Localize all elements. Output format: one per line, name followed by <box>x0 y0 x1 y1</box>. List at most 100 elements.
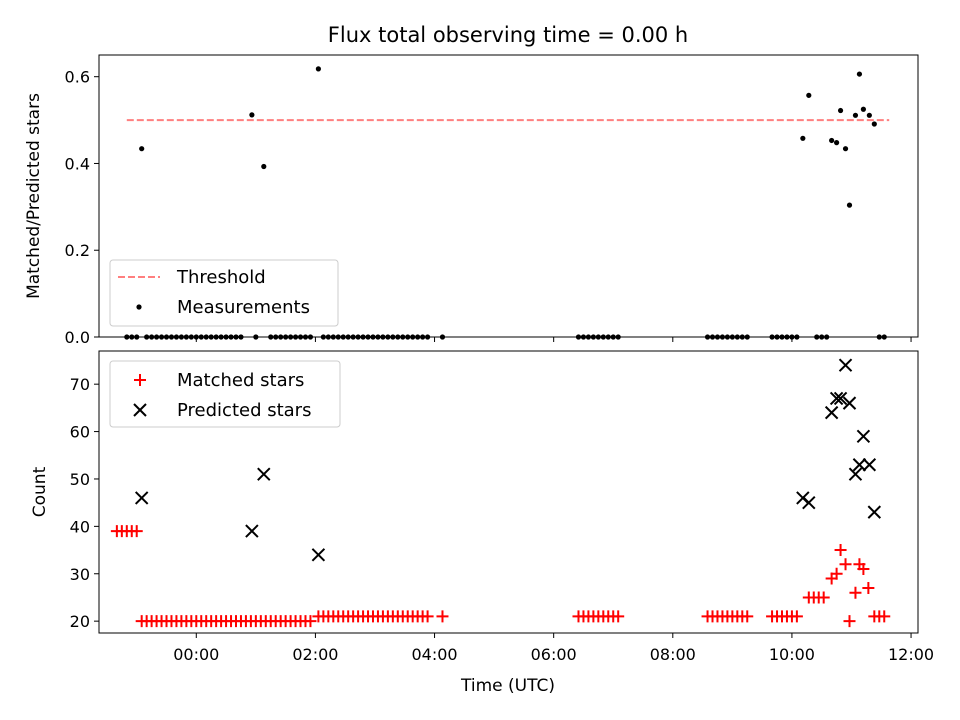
measurement-point <box>203 334 209 340</box>
measurement-point <box>395 334 401 340</box>
measurement-point <box>833 140 840 146</box>
bottom-series-predicted-stars <box>134 358 882 562</box>
measurement-point <box>183 334 189 340</box>
predicted-star-point <box>802 495 816 510</box>
measurement-point <box>605 334 611 340</box>
measurement-point <box>410 334 416 340</box>
measurement-point <box>228 334 234 340</box>
measurement-point <box>188 334 194 340</box>
measurement-point <box>734 334 740 340</box>
predicted-star-point <box>134 491 149 505</box>
measurement-point <box>420 334 426 340</box>
measurement-point <box>208 334 214 340</box>
measurement-point <box>315 66 321 72</box>
measurement-point <box>789 334 795 340</box>
matched-star-point <box>790 610 803 623</box>
bottom-legend-box <box>109 360 341 428</box>
measurement-point <box>590 334 596 340</box>
measurement-point <box>769 334 775 340</box>
top-y-tick-label: 0.2 <box>65 241 90 260</box>
measurement-point <box>709 334 716 340</box>
measurement-point <box>178 334 184 340</box>
measurements-legend-swatch <box>136 304 142 310</box>
measurement-point <box>814 334 820 340</box>
measurement-point <box>268 334 274 340</box>
measurement-point <box>424 334 431 340</box>
predicted-legend-label: Predicted stars <box>177 400 311 421</box>
measurement-point <box>400 334 406 340</box>
measurement-point <box>724 334 730 340</box>
top-y-tick-label: 0.0 <box>65 328 90 347</box>
measurement-point <box>325 334 331 340</box>
measurement-point <box>253 334 259 340</box>
x-tick-label: 06:00 <box>531 645 577 664</box>
top-legend: Threshold Measurements <box>109 259 339 327</box>
measurement-point <box>261 163 267 170</box>
measurement-point <box>283 334 289 340</box>
matched-star-point <box>436 610 449 623</box>
measurement-point <box>292 334 299 340</box>
measurement-point <box>355 334 361 340</box>
measurement-point <box>249 112 255 118</box>
matched-star-point <box>741 610 754 623</box>
measurement-point <box>729 334 735 340</box>
measurement-point <box>610 334 616 340</box>
matched-star-point <box>857 563 870 576</box>
bottom-panel: 00:00 02:00 04:00 06:00 08:00 10:00 12:00 20 30 4… <box>70 350 934 664</box>
measurement-point <box>615 334 621 340</box>
top-y-tick-label: 0.4 <box>65 154 90 173</box>
measurement-point <box>774 334 780 340</box>
matched-star-point <box>834 544 847 557</box>
measurement-point <box>575 334 582 340</box>
measurement-point <box>238 334 244 340</box>
measurement-point <box>134 334 140 340</box>
predicted-legend-swatch <box>133 403 147 417</box>
matched-star-point <box>817 591 830 604</box>
matched-star-point <box>862 581 875 594</box>
measurement-point <box>860 106 867 112</box>
matched-legend-label: Matched stars <box>177 370 304 391</box>
x-tick-label: 12:00 <box>888 645 934 664</box>
bottom-plot-frame <box>98 350 919 634</box>
x-tick-label: 00:00 <box>173 645 219 664</box>
top-y-tick-label: 0.6 <box>65 68 90 87</box>
measurements-legend-label: Measurements <box>177 297 310 318</box>
measurement-point <box>233 334 239 340</box>
chart-title: Flux total observing time = 0.00 h <box>328 23 688 47</box>
predicted-star-point <box>245 524 259 538</box>
measurement-point <box>415 334 421 340</box>
measurement-point <box>340 334 346 340</box>
measurement-point <box>370 334 376 340</box>
measurement-point <box>168 334 175 340</box>
predicted-star-point <box>311 548 326 562</box>
matched-star-point <box>839 558 852 571</box>
x-tick-label: 10:00 <box>769 645 815 664</box>
measurement-point <box>779 334 785 340</box>
matched-star-point <box>878 610 891 623</box>
measurement-point <box>405 334 411 340</box>
measurement-point <box>153 334 160 340</box>
measurement-point <box>794 334 800 340</box>
measurement-point <box>876 334 882 340</box>
matched-star-point <box>130 525 143 538</box>
measurement-point <box>881 334 887 340</box>
matched-legend-swatch <box>134 374 146 386</box>
measurement-point <box>163 334 170 340</box>
measurement-point <box>129 334 135 340</box>
bottom-y-axis-label: Count <box>30 466 50 517</box>
matched-star-point <box>843 615 856 628</box>
measurement-point <box>390 334 396 340</box>
measurement-point <box>223 334 229 340</box>
x-axis-label: Time (UTC) <box>460 676 555 696</box>
measurement-point <box>198 334 204 340</box>
measurement-point <box>439 334 446 340</box>
measurement-point <box>744 334 750 340</box>
predicted-star-point <box>824 405 839 420</box>
measurement-point <box>846 202 853 208</box>
measurement-point <box>124 334 130 340</box>
measurement-point <box>842 146 849 152</box>
measurement-point <box>852 112 859 118</box>
predicted-star-point <box>842 396 857 410</box>
measurement-point <box>330 334 336 340</box>
